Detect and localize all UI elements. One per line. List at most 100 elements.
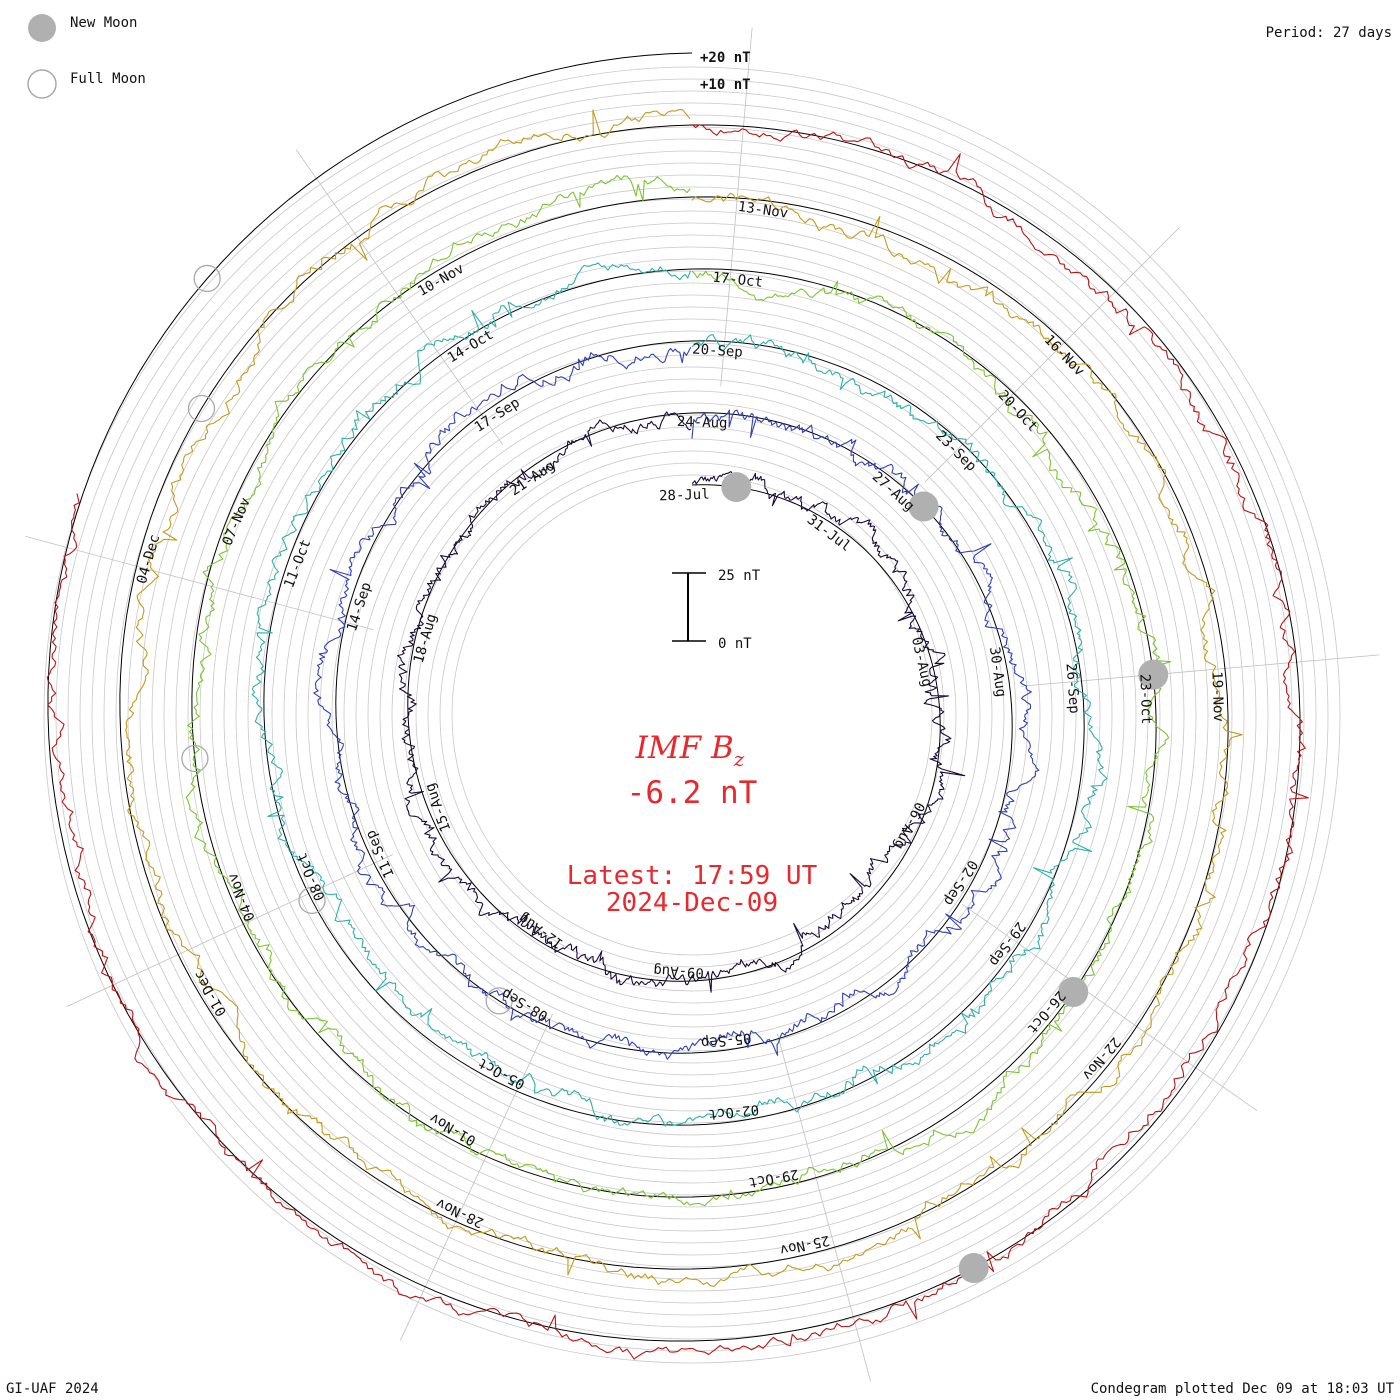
new-moon-legend-label: New Moon: [70, 15, 137, 31]
date-label: 28-Jul: [659, 487, 710, 505]
date-label: 15-Aug: [422, 781, 454, 834]
grid-circle: [283, 306, 1101, 1124]
grid-circle: [439, 462, 945, 968]
bz-series-line: [125, 109, 1243, 1287]
new-moon-marker: [1058, 976, 1089, 1007]
grid-spoke: [25, 536, 374, 630]
date-label: 21-Aug: [507, 458, 558, 500]
date-label: 28-Nov: [434, 1195, 487, 1231]
date-label: 05-Sep: [700, 1029, 752, 1050]
full-moon-marker: [187, 394, 216, 423]
scale-label-plus10: +10 nT: [700, 77, 751, 93]
zero-line: [407, 412, 941, 982]
grid-circle: [211, 234, 1173, 1196]
grid-circle: [199, 222, 1185, 1208]
bz-series-group: [46, 109, 1309, 1360]
grid-spoke: [925, 226, 1181, 482]
quantity-subscript: z: [733, 747, 745, 771]
date-label: 30-Aug: [986, 646, 1009, 698]
grid-circle: [307, 330, 1077, 1100]
date-label: 07-Nov: [219, 495, 253, 548]
footer-plotted-time: Condegram plotted Dec 09 at 18:03 UT: [1091, 1381, 1395, 1397]
grid-circle: [223, 246, 1161, 1184]
new-moon-marker: [958, 1252, 989, 1283]
radial-grid: [25, 27, 1380, 1382]
date-label: 13-Nov: [737, 199, 789, 222]
grid-circle: [139, 162, 1245, 1268]
date-label: 17-Oct: [712, 270, 764, 291]
grid-circle: [271, 294, 1113, 1136]
date-label: 25-Nov: [778, 1232, 831, 1258]
grid-circle: [427, 450, 957, 980]
zero-line: [335, 340, 1013, 1054]
grid-spoke: [1020, 654, 1380, 687]
date-label: 26-Sep: [1063, 663, 1082, 715]
new-moon-marker: [721, 472, 752, 503]
new-moon-marker: [1138, 659, 1169, 690]
new-moon-marker: [908, 491, 939, 522]
grid-circle: [175, 198, 1209, 1232]
scale-bar-bottom-label: 0 nT: [718, 636, 752, 652]
new-moon-legend-icon: [28, 14, 56, 42]
bz-series-line: [397, 411, 966, 993]
grid-circle: [43, 66, 1341, 1364]
footer-credit: GI-UAF 2024: [6, 1381, 99, 1397]
concentric-grid: [43, 66, 1341, 1364]
full-moon-marker: [298, 886, 326, 914]
full-moon-marker: [485, 987, 513, 1015]
date-label: 19-Nov: [1208, 671, 1226, 722]
moon-markers: [181, 264, 1169, 1283]
grid-circle: [67, 90, 1317, 1340]
grid-circle: [103, 126, 1281, 1304]
full-moon-legend-label: Full Moon: [70, 71, 146, 87]
zero-line: [263, 268, 1085, 1126]
grid-circle: [391, 414, 993, 1016]
date-label: 22-Nov: [1079, 1034, 1124, 1083]
zero-line: [191, 196, 1157, 1198]
grid-spoke: [400, 1013, 553, 1341]
date-label: 09-Aug: [653, 962, 704, 981]
grid-circle: [367, 390, 1017, 1040]
quantity-title: IMF Bz: [635, 730, 745, 771]
date-label: 05-Oct: [476, 1054, 528, 1092]
period-label: Period: 27 days: [1266, 25, 1392, 41]
scale-bar: [672, 572, 706, 642]
grid-circle: [415, 438, 969, 992]
latest-time: Latest: 17:59 UT: [567, 861, 818, 891]
scale-label-plus20: +20 nT: [700, 50, 751, 66]
grid-spoke: [66, 854, 394, 1007]
grid-circle: [403, 426, 981, 1004]
grid-circle: [151, 174, 1233, 1256]
grid-circle: [379, 402, 1005, 1028]
date-label: 20-Sep: [692, 341, 744, 360]
grid-spoke: [777, 1033, 871, 1382]
scale-bar-top-label: 25 nT: [718, 568, 761, 584]
current-value: -6.2 nT: [627, 775, 758, 811]
grid-circle: [331, 354, 1053, 1076]
date-label: 26-Oct: [1023, 987, 1068, 1036]
grid-circle: [187, 210, 1197, 1220]
date-label: 23-Oct: [1136, 674, 1154, 725]
date-label: 24-Aug: [677, 414, 728, 432]
latest-date: 2024-Dec-09: [606, 888, 778, 918]
date-label: 11-Oct: [281, 537, 314, 590]
date-label: 16-Nov: [1041, 332, 1088, 379]
zero-line: [119, 124, 1229, 1270]
date-label: 02-Oct: [708, 1101, 760, 1122]
zero-line: [47, 52, 1301, 1342]
grid-circle: [79, 102, 1305, 1328]
bz-series-line: [251, 262, 1108, 1127]
grid-circle: [355, 378, 1029, 1052]
grid-circle: [451, 474, 933, 956]
bz-series-line: [313, 346, 1040, 1060]
full-moon-legend-icon: [27, 69, 57, 99]
bz-series-line: [46, 123, 1309, 1360]
date-label: 03-Aug: [908, 636, 935, 689]
date-label: 08-Sep: [499, 985, 551, 1024]
grid-spoke: [962, 903, 1258, 1112]
grid-circle: [115, 138, 1269, 1292]
grid-circle: [55, 78, 1329, 1352]
bz-series-line: [185, 174, 1172, 1207]
grid-circle: [91, 114, 1293, 1316]
